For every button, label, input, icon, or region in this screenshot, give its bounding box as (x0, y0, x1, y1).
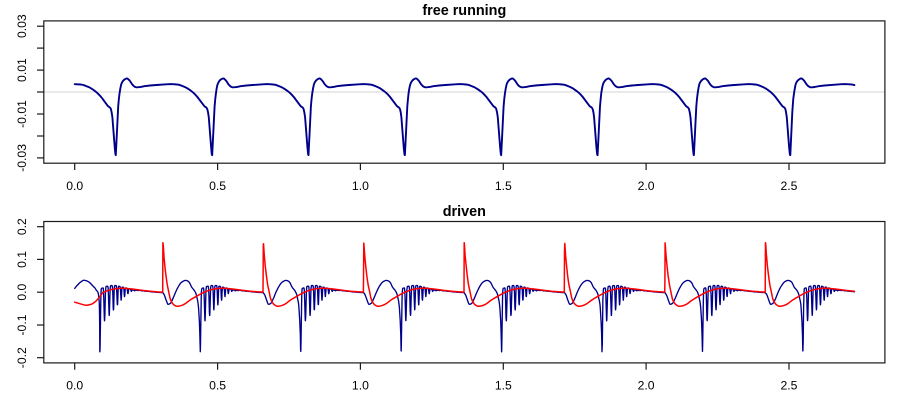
svg-text:0.2: 0.2 (15, 218, 29, 235)
svg-text:0.0: 0.0 (15, 284, 29, 301)
svg-text:1.5: 1.5 (495, 179, 512, 193)
svg-text:-0.1: -0.1 (15, 314, 29, 335)
svg-text:0.01: 0.01 (15, 58, 29, 82)
svg-text:2.5: 2.5 (781, 379, 798, 393)
svg-text:0.5: 0.5 (209, 379, 226, 393)
svg-text:2.5: 2.5 (781, 179, 798, 193)
svg-text:0.0: 0.0 (66, 179, 83, 193)
svg-text:driven: driven (443, 204, 486, 220)
svg-text:0.5: 0.5 (209, 179, 226, 193)
svg-text:-0.2: -0.2 (15, 347, 29, 368)
svg-text:2.0: 2.0 (638, 379, 655, 393)
svg-text:1.5: 1.5 (495, 379, 512, 393)
svg-text:-0.01: -0.01 (15, 100, 29, 128)
svg-text:2.0: 2.0 (638, 179, 655, 193)
svg-text:-0.03: -0.03 (15, 144, 29, 172)
svg-text:1.0: 1.0 (352, 179, 369, 193)
svg-text:1.0: 1.0 (352, 379, 369, 393)
svg-text:free running: free running (422, 3, 506, 19)
svg-text:0.0: 0.0 (66, 379, 83, 393)
svg-text:0.03: 0.03 (15, 14, 29, 38)
svg-text:0.1: 0.1 (15, 251, 29, 268)
